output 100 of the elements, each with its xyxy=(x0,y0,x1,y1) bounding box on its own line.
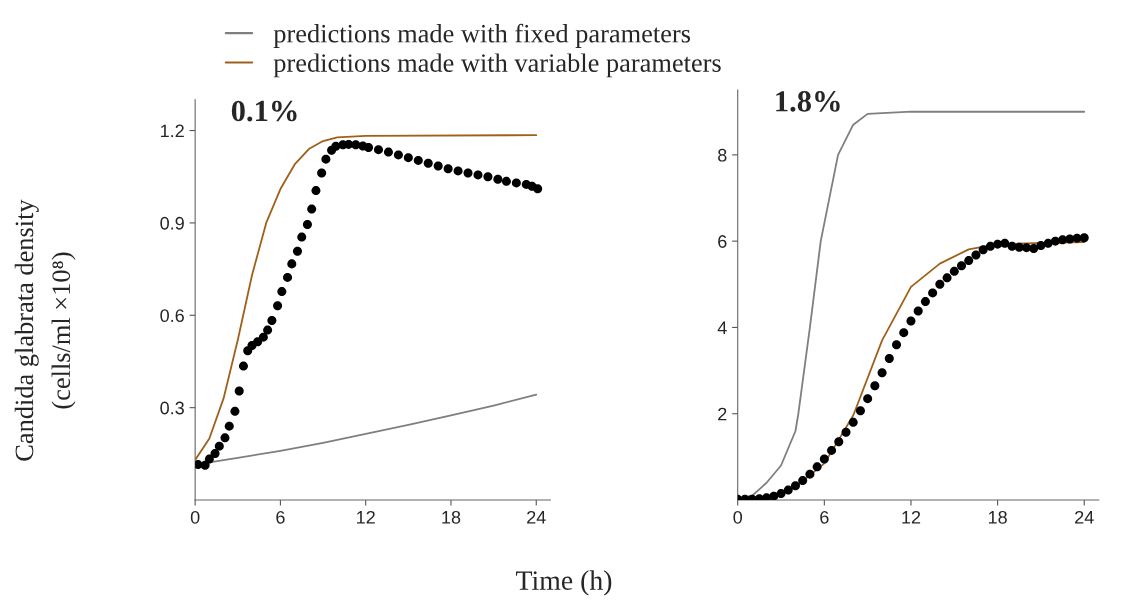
point xyxy=(855,406,865,416)
point xyxy=(473,170,483,180)
point xyxy=(776,489,786,499)
point xyxy=(311,186,321,196)
point xyxy=(413,155,423,165)
legend-label: predictions made with variable parameters xyxy=(273,53,721,78)
point xyxy=(364,142,374,152)
y-tick-label: 1.2 xyxy=(161,124,184,138)
point xyxy=(423,158,433,168)
point xyxy=(277,287,287,297)
point xyxy=(292,246,302,256)
point xyxy=(443,164,453,174)
point xyxy=(238,361,248,371)
point xyxy=(928,288,938,298)
point xyxy=(964,256,974,266)
point xyxy=(351,140,361,150)
point xyxy=(798,476,808,486)
point xyxy=(220,433,230,443)
point xyxy=(302,219,312,229)
point xyxy=(978,245,988,255)
point xyxy=(870,381,880,391)
chart-title: 1.8% xyxy=(776,91,840,112)
point xyxy=(819,454,829,464)
point xyxy=(877,368,887,378)
legend-label: predictions made with fixed parameters xyxy=(273,23,691,48)
point xyxy=(906,316,916,326)
point xyxy=(913,306,923,316)
point xyxy=(985,241,995,251)
point xyxy=(263,325,273,335)
point xyxy=(483,172,493,182)
x-axis-title: Time (h) xyxy=(516,570,612,596)
point xyxy=(501,176,511,186)
point xyxy=(493,174,503,184)
point xyxy=(812,462,822,472)
point xyxy=(884,354,894,364)
point xyxy=(463,168,473,178)
x-tick-label: 12 xyxy=(902,510,921,524)
x-tick-label: 18 xyxy=(988,510,1007,524)
y-axis-title: Candida glabrata density (cells/ml ×10⁸) xyxy=(14,199,76,461)
y-tick-label: 0.9 xyxy=(160,216,184,230)
point xyxy=(373,145,383,155)
point xyxy=(453,166,463,176)
point xyxy=(224,421,234,431)
point xyxy=(267,316,277,326)
point xyxy=(848,417,858,427)
point xyxy=(935,279,945,289)
point xyxy=(805,469,815,479)
point xyxy=(273,301,283,311)
point xyxy=(533,184,543,194)
x-tick-label: 6 xyxy=(276,510,285,524)
x-tick-label: 0 xyxy=(190,510,200,524)
point xyxy=(511,178,521,188)
point xyxy=(949,266,959,276)
point xyxy=(834,437,844,447)
point xyxy=(283,272,293,282)
point xyxy=(892,340,902,350)
y-tick-label: 2 xyxy=(718,407,727,421)
point xyxy=(433,161,443,171)
point xyxy=(210,449,220,459)
point xyxy=(393,150,403,160)
point xyxy=(1079,233,1089,243)
point xyxy=(1021,243,1031,253)
x-tick-label: 18 xyxy=(442,510,461,524)
point xyxy=(957,261,967,271)
point xyxy=(971,250,981,260)
point xyxy=(783,485,793,495)
y-tick-label: 6 xyxy=(718,235,727,248)
point xyxy=(321,154,331,164)
point xyxy=(790,481,800,491)
point xyxy=(230,406,240,416)
point xyxy=(253,337,263,347)
point xyxy=(1036,240,1046,250)
point xyxy=(287,259,297,269)
x-tick-label: 12 xyxy=(357,510,375,524)
point xyxy=(307,204,317,214)
point xyxy=(827,445,837,455)
point xyxy=(920,297,930,307)
point xyxy=(234,386,244,396)
point xyxy=(942,273,952,283)
point xyxy=(297,232,307,242)
x-tick-label: 6 xyxy=(820,510,829,524)
point xyxy=(204,454,214,464)
point xyxy=(258,332,268,342)
point xyxy=(1029,243,1039,253)
x-tick-label: 24 xyxy=(527,510,546,524)
point xyxy=(214,441,224,451)
point xyxy=(1000,238,1010,248)
point xyxy=(403,153,413,163)
point xyxy=(863,394,873,404)
point xyxy=(769,491,779,501)
point xyxy=(762,493,772,501)
chart-title: 0.1% xyxy=(231,100,297,122)
point xyxy=(841,427,851,437)
point xyxy=(317,168,327,178)
y-tick-label: 4 xyxy=(717,321,727,334)
point xyxy=(383,147,393,157)
y-tick-label: 8 xyxy=(718,148,727,162)
y-tick-label: 0.6 xyxy=(160,309,184,323)
x-tick-label: 0 xyxy=(733,510,743,524)
point xyxy=(899,328,909,338)
